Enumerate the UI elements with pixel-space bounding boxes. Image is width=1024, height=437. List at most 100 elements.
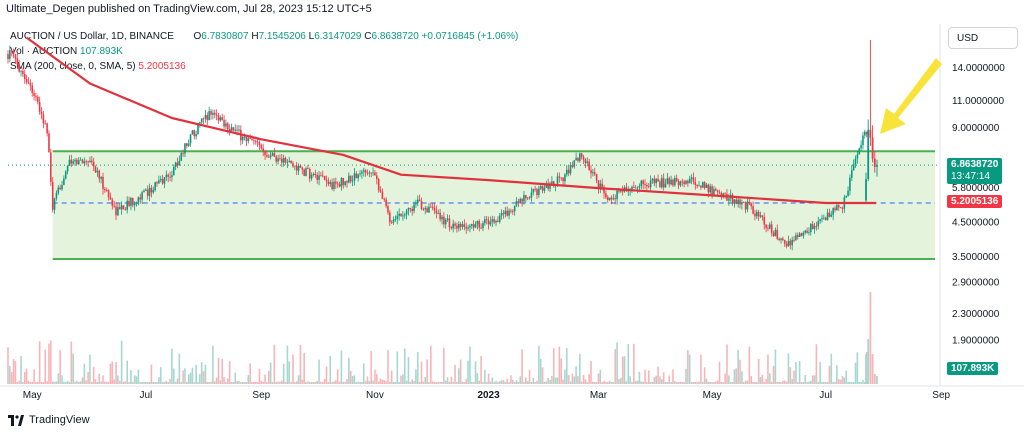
volume-bar <box>124 381 127 384</box>
candle-body <box>243 136 246 138</box>
volume-bar <box>763 381 766 384</box>
candle-body <box>718 192 721 194</box>
volume-bar <box>44 349 47 384</box>
currency-selector[interactable]: USD <box>948 27 1018 49</box>
candle-body <box>266 155 268 157</box>
volume-bar <box>606 381 609 384</box>
candle-body <box>606 197 609 200</box>
candle-body <box>258 142 261 146</box>
volume-bar <box>478 380 481 384</box>
candle-body <box>195 134 197 137</box>
volume-bar <box>467 360 469 384</box>
candle-body <box>701 182 704 188</box>
candle-body <box>444 219 447 225</box>
volume-bar <box>70 341 73 384</box>
low-label: L <box>308 31 315 42</box>
volume-bar <box>81 377 84 384</box>
volume-bar <box>405 380 408 384</box>
candle-body <box>294 165 296 167</box>
volume-bar <box>687 350 689 384</box>
candle-body <box>241 136 244 141</box>
volume-bar <box>672 369 674 384</box>
volume-bar <box>91 381 93 384</box>
volume-bar <box>167 381 169 384</box>
annotation-arrow <box>880 58 942 134</box>
tradingview-brand[interactable]: TradingView <box>8 414 90 426</box>
volume-bar <box>534 381 536 384</box>
x-tick-label: Nov <box>366 390 384 401</box>
candle-body <box>830 214 833 217</box>
candle-body <box>817 221 820 227</box>
open-label: O <box>193 31 202 42</box>
volume-bar <box>38 341 41 384</box>
candle-body <box>290 160 292 164</box>
candle-body <box>510 210 512 212</box>
candle-body <box>212 112 214 115</box>
x-tick-label: Mar <box>590 390 608 401</box>
candle-body <box>349 175 352 182</box>
volume-bar <box>810 380 812 384</box>
candle-body <box>20 70 22 72</box>
candle-body <box>674 178 676 186</box>
volume-bar <box>199 373 201 384</box>
volume-bar <box>370 351 373 384</box>
volume-bar <box>586 381 589 384</box>
volume-bar <box>392 382 395 384</box>
volume-bar <box>685 368 687 384</box>
candle-body <box>469 225 471 228</box>
candle-body <box>146 189 149 196</box>
volume-bar <box>161 382 164 384</box>
candle-body <box>353 173 356 181</box>
candle-body <box>836 205 838 211</box>
candle-body <box>498 215 501 222</box>
volume-bar <box>782 380 784 384</box>
volume-bar <box>316 380 319 384</box>
candle-body <box>51 182 54 210</box>
volume-bar <box>184 368 186 384</box>
candle-body <box>31 85 34 93</box>
candle-body <box>131 197 134 206</box>
volume-bar <box>817 381 820 384</box>
volume-bar <box>610 381 613 384</box>
volume-bar <box>841 375 844 384</box>
candle-body <box>372 172 374 174</box>
volume-bar <box>271 381 274 384</box>
candle-body <box>314 173 317 175</box>
volume-bar <box>238 380 240 384</box>
candle-body <box>811 224 814 229</box>
candle-body <box>174 162 177 167</box>
volume-bar <box>500 380 503 384</box>
candle-body <box>392 219 395 223</box>
volume-bar <box>48 343 50 384</box>
volume-bar <box>122 382 125 384</box>
volume-bar <box>94 379 97 384</box>
volume-legend[interactable]: Vol · AUCTION 107.893K <box>10 46 123 57</box>
volume-bar <box>638 371 641 384</box>
volume-bar <box>10 371 13 384</box>
volume-bar <box>603 380 605 384</box>
candle-body <box>480 227 482 229</box>
candle-body <box>733 199 736 204</box>
volume-bar <box>860 381 862 384</box>
volume-bar <box>577 376 579 384</box>
candle-body <box>109 197 112 200</box>
candle-body <box>219 117 222 121</box>
symbol-label[interactable]: AUCTION / US Dollar, 1D, BINANCE <box>10 31 174 42</box>
candle-body <box>800 233 803 236</box>
candle-body <box>782 238 784 241</box>
sma-line <box>25 36 876 205</box>
candle-body <box>785 243 788 247</box>
candle-body <box>245 136 248 142</box>
volume-bar <box>839 379 842 384</box>
candle-body <box>366 172 369 174</box>
sma-legend[interactable]: SMA (200, close, 0, SMA, 5) 5.2005136 <box>10 61 186 72</box>
volume-bar <box>441 382 443 384</box>
candle-body <box>670 179 672 185</box>
candle-body <box>659 181 661 188</box>
volume-bar <box>389 381 391 384</box>
candle-body <box>709 186 712 193</box>
volume-bar <box>871 354 874 384</box>
candle-body <box>651 178 654 181</box>
volume-bar <box>681 381 684 384</box>
